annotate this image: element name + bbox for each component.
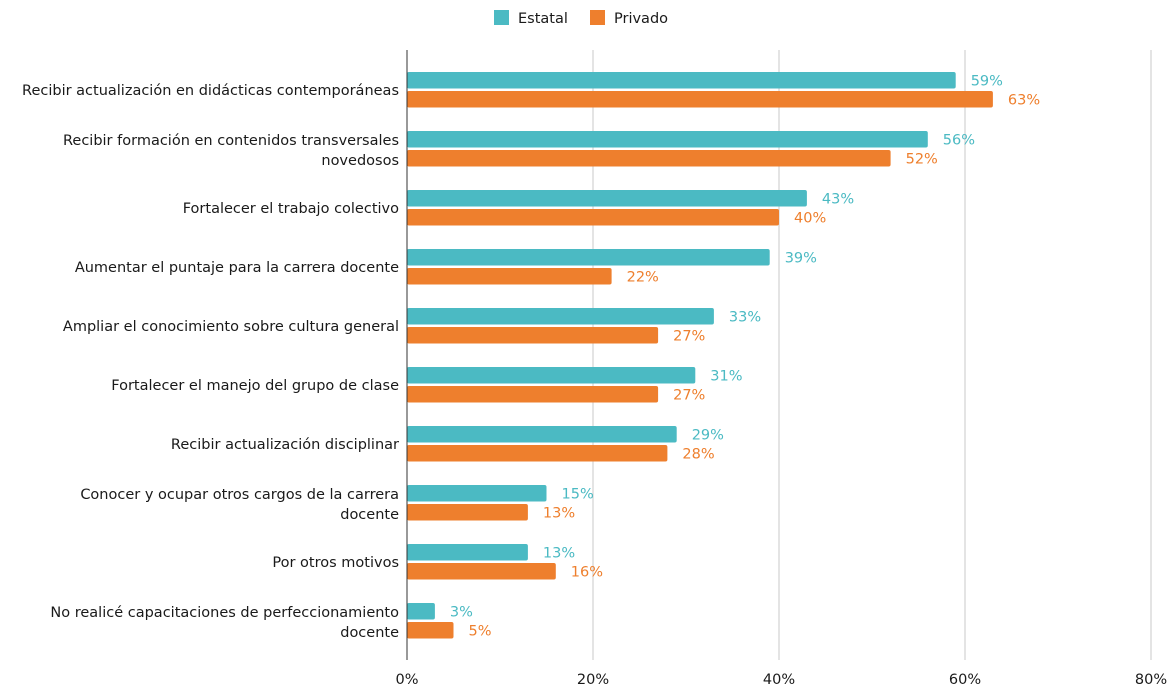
data-label-estatal: 39% — [785, 250, 817, 266]
category-label: Por otros motivos — [272, 555, 399, 571]
x-tick-label: 20% — [577, 672, 609, 688]
data-label-privado: 63% — [1008, 92, 1040, 108]
x-axis-tick-labels: 0% 20% 40% 60% 80% — [395, 672, 1167, 688]
x-tick-label: 80% — [1135, 672, 1167, 688]
category-label: Conocer y ocupar otros cargos de la carr… — [80, 487, 399, 503]
data-label-privado: 16% — [571, 564, 603, 580]
bar-estatal — [407, 603, 435, 620]
bar-privado — [407, 386, 659, 403]
data-label-estatal: 3% — [450, 604, 473, 620]
bar-privado — [407, 563, 556, 580]
category-label: Fortalecer el manejo del grupo de clase — [111, 378, 399, 394]
category-label: novedosos — [321, 153, 399, 169]
data-label-estatal: 33% — [729, 309, 761, 325]
category-labels: Recibir actualización en didácticas cont… — [22, 83, 399, 641]
data-label-privado: 52% — [906, 151, 938, 167]
data-label-privado: 13% — [543, 505, 575, 521]
data-label-estatal: 56% — [943, 132, 975, 148]
bar-privado — [407, 91, 993, 108]
bar-privado — [407, 504, 528, 521]
bar-estatal — [407, 544, 528, 561]
bar-estatal — [407, 367, 696, 384]
bar-estatal — [407, 485, 547, 502]
category-label: docente — [340, 625, 399, 641]
bar-privado — [407, 268, 612, 285]
category-label: Recibir formación en contenidos transver… — [63, 133, 399, 149]
x-tick-label: 60% — [949, 672, 981, 688]
category-label: No realicé capacitaciones de perfecciona… — [50, 605, 399, 621]
data-label-privado: 27% — [673, 328, 705, 344]
category-label: Ampliar el conocimiento sobre cultura ge… — [63, 319, 399, 335]
bar-estatal — [407, 190, 807, 207]
data-label-privado: 22% — [627, 269, 659, 285]
bar-privado — [407, 445, 668, 462]
legend-swatch-privado — [590, 10, 605, 25]
data-label-estatal: 15% — [562, 486, 594, 502]
bar-privado — [407, 150, 891, 167]
data-label-estatal: 43% — [822, 191, 854, 207]
bar-privado — [407, 622, 454, 639]
bar-privado — [407, 327, 659, 344]
legend-label-estatal: Estatal — [518, 11, 568, 27]
legend-label-privado: Privado — [614, 11, 668, 27]
bar-estatal — [407, 249, 770, 266]
legend: Estatal Privado — [494, 10, 668, 27]
data-label-privado: 28% — [682, 446, 714, 462]
data-label-privado: 5% — [469, 623, 492, 639]
legend-swatch-estatal — [494, 10, 509, 25]
data-label-privado: 27% — [673, 387, 705, 403]
x-tick-label: 40% — [763, 672, 795, 688]
data-label-estatal: 31% — [710, 368, 742, 384]
category-label: Recibir actualización disciplinar — [171, 437, 399, 453]
category-label: Fortalecer el trabajo colectivo — [183, 201, 399, 217]
x-tick-label: 0% — [395, 672, 418, 688]
data-label-estatal: 59% — [971, 73, 1003, 89]
category-label: Recibir actualización en didácticas cont… — [22, 83, 399, 99]
category-label: docente — [340, 507, 399, 523]
bar-estatal — [407, 72, 956, 89]
category-label: Aumentar el puntaje para la carrera doce… — [75, 260, 399, 276]
bar-privado — [407, 209, 779, 226]
bar-estatal — [407, 131, 928, 148]
data-label-estatal: 29% — [692, 427, 724, 443]
bar-estatal — [407, 426, 677, 443]
data-label-privado: 40% — [794, 210, 826, 226]
bar-estatal — [407, 308, 714, 325]
bars: 59% 63% 56% 52% 43% 40% 39% 22% 33% 27% 31% 27% 29% 2… — [407, 72, 1040, 639]
data-label-estatal: 13% — [543, 545, 575, 561]
